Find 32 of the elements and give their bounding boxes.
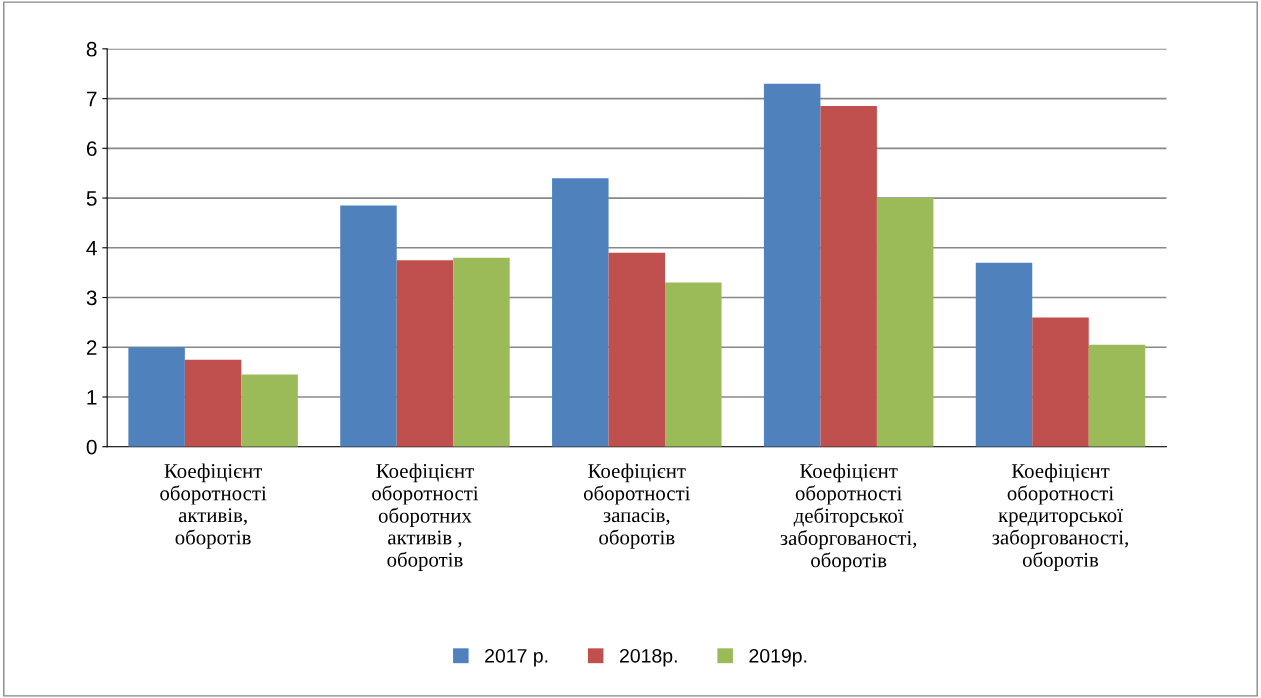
y-tick-label: 8 [86, 41, 97, 57]
x-tick-label: Коефіцієнт оборотності кредиторської заборгованості, оборотів [992, 463, 1128, 572]
y-tick-label: 3 [86, 290, 97, 306]
y-tick-label: 5 [86, 191, 97, 206]
bar [820, 106, 877, 447]
y-tick-label: 6 [86, 141, 97, 157]
bar [453, 257, 510, 447]
legend-label: 2017 р. [485, 648, 548, 667]
x-tick-label: Коефіцієнт оборотності активів, оборотів [160, 463, 267, 549]
x-tick-label: Коефіцієнт оборотності запасів, оборотів [583, 463, 691, 549]
bar [608, 252, 666, 447]
y-tick-label: 1 [87, 390, 97, 405]
bar [184, 359, 242, 447]
y-tick-label: 4 [86, 241, 97, 256]
y-tick-label: 0 [86, 439, 97, 455]
bar [340, 205, 397, 447]
x-tick-label: Коефіцієнт оборотності дебіторської заборгованості, оборотів [780, 463, 917, 572]
legend-label: 2019р. [749, 648, 807, 667]
bar [1088, 344, 1146, 447]
x-tick-label: Коефіцієнт оборотності оборотних активів , оборотів [372, 463, 479, 572]
bar [241, 374, 298, 447]
bar [128, 347, 185, 447]
legend-label: 2018р. [620, 648, 677, 667]
bar [975, 262, 1033, 447]
bar [1032, 317, 1089, 447]
bar [876, 198, 934, 447]
y-tick-label: 7 [86, 91, 97, 107]
bar [396, 260, 454, 447]
bar [763, 83, 821, 447]
bar [552, 178, 609, 447]
y-tick-label: 2 [86, 340, 97, 355]
bar [665, 282, 722, 447]
